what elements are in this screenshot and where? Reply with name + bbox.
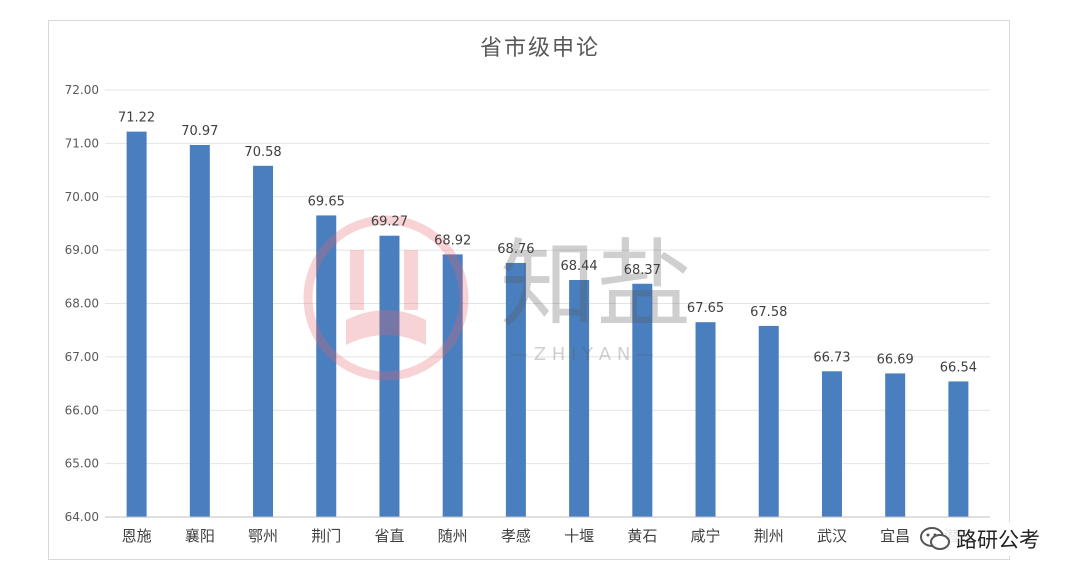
x-tick-label: 咸宁 — [691, 527, 721, 545]
bar-恩施 — [126, 131, 147, 517]
data-label: 69.27 — [371, 215, 408, 230]
data-label: 68.76 — [497, 242, 534, 257]
x-tick-label: 省直 — [374, 527, 404, 545]
x-tick-label: 随州 — [438, 527, 468, 545]
x-tick-label: 鄂州 — [248, 527, 278, 545]
data-label: 68.44 — [560, 259, 597, 274]
data-label: 71.22 — [118, 111, 155, 126]
data-label: 67.58 — [750, 305, 787, 320]
chart-title: 省市级申论 — [479, 36, 600, 61]
data-label: 70.58 — [244, 145, 281, 160]
x-tick-label: 恩施 — [122, 527, 152, 545]
data-label: 68.92 — [434, 233, 471, 248]
watermark-logo-ring — [303, 215, 469, 381]
data-label: 66.69 — [877, 352, 914, 367]
y-tick-label: 70.00 — [65, 190, 99, 204]
y-tick-label: 66.00 — [65, 403, 99, 417]
x-tick-label: 十堰 — [564, 527, 594, 545]
data-label: 69.65 — [308, 194, 345, 209]
bar-十堰 — [569, 280, 590, 517]
y-tick-label: 72.00 — [65, 83, 99, 97]
bar-省直 — [379, 235, 400, 517]
watermark-logo-book-icon — [346, 310, 426, 345]
data-label: 68.37 — [624, 263, 661, 278]
data-label: 66.73 — [813, 350, 850, 365]
y-tick-label: 68.00 — [65, 297, 99, 311]
bar-宜昌 — [885, 373, 906, 517]
x-tick-label: 荆门 — [311, 527, 341, 545]
x-tick-label: 襄阳 — [185, 527, 215, 545]
data-label: 66.54 — [940, 360, 977, 375]
x-tick-label: 荆州 — [754, 527, 784, 545]
bar-随州 — [442, 254, 463, 517]
x-tick-label: 黄石 — [627, 527, 657, 545]
watermark-footer: 路研公考 — [914, 522, 1046, 556]
gridlines — [105, 89, 990, 465]
bar-潜江 — [948, 381, 969, 517]
data-label: 67.65 — [687, 301, 724, 316]
watermark-logo-text: 知盐 — [500, 229, 692, 341]
bars — [126, 131, 969, 518]
bar-襄阳 — [189, 144, 210, 517]
x-tick-label: 宜昌 — [880, 527, 910, 545]
watermark-logo-bar-right — [404, 250, 418, 310]
y-tick-label: 71.00 — [65, 136, 99, 150]
y-tick-label: 64.00 — [65, 510, 99, 524]
watermark-logo-subtext: — Z H I Y A N — — [510, 344, 654, 365]
y-tick-label: 67.00 — [65, 350, 99, 364]
bar-孝感 — [505, 262, 526, 517]
y-tick-label: 65.00 — [65, 457, 99, 471]
bar-武汉 — [821, 371, 842, 517]
bar-荆州 — [758, 325, 779, 517]
bar-荆门 — [316, 215, 337, 517]
wechat-icon — [920, 527, 950, 550]
watermark-logo-bar-left — [350, 250, 364, 310]
bar-鄂州 — [253, 165, 274, 518]
y-tick-label: 69.00 — [65, 243, 99, 257]
bar-咸宁 — [695, 322, 716, 517]
y-axis-ticks: 64.00 65.00 66.00 67.00 68.00 69.00 70.00 71.00… — [65, 83, 99, 524]
watermark-footer-text: 路研公考 — [956, 528, 1040, 552]
x-tick-label: 孝感 — [501, 527, 531, 545]
zhiyan-watermark: 知盐 — Z H I Y A N — — [303, 215, 692, 381]
x-tick-label: 武汉 — [817, 527, 847, 545]
bar-黄石 — [632, 283, 653, 517]
data-label: 70.97 — [181, 124, 218, 139]
